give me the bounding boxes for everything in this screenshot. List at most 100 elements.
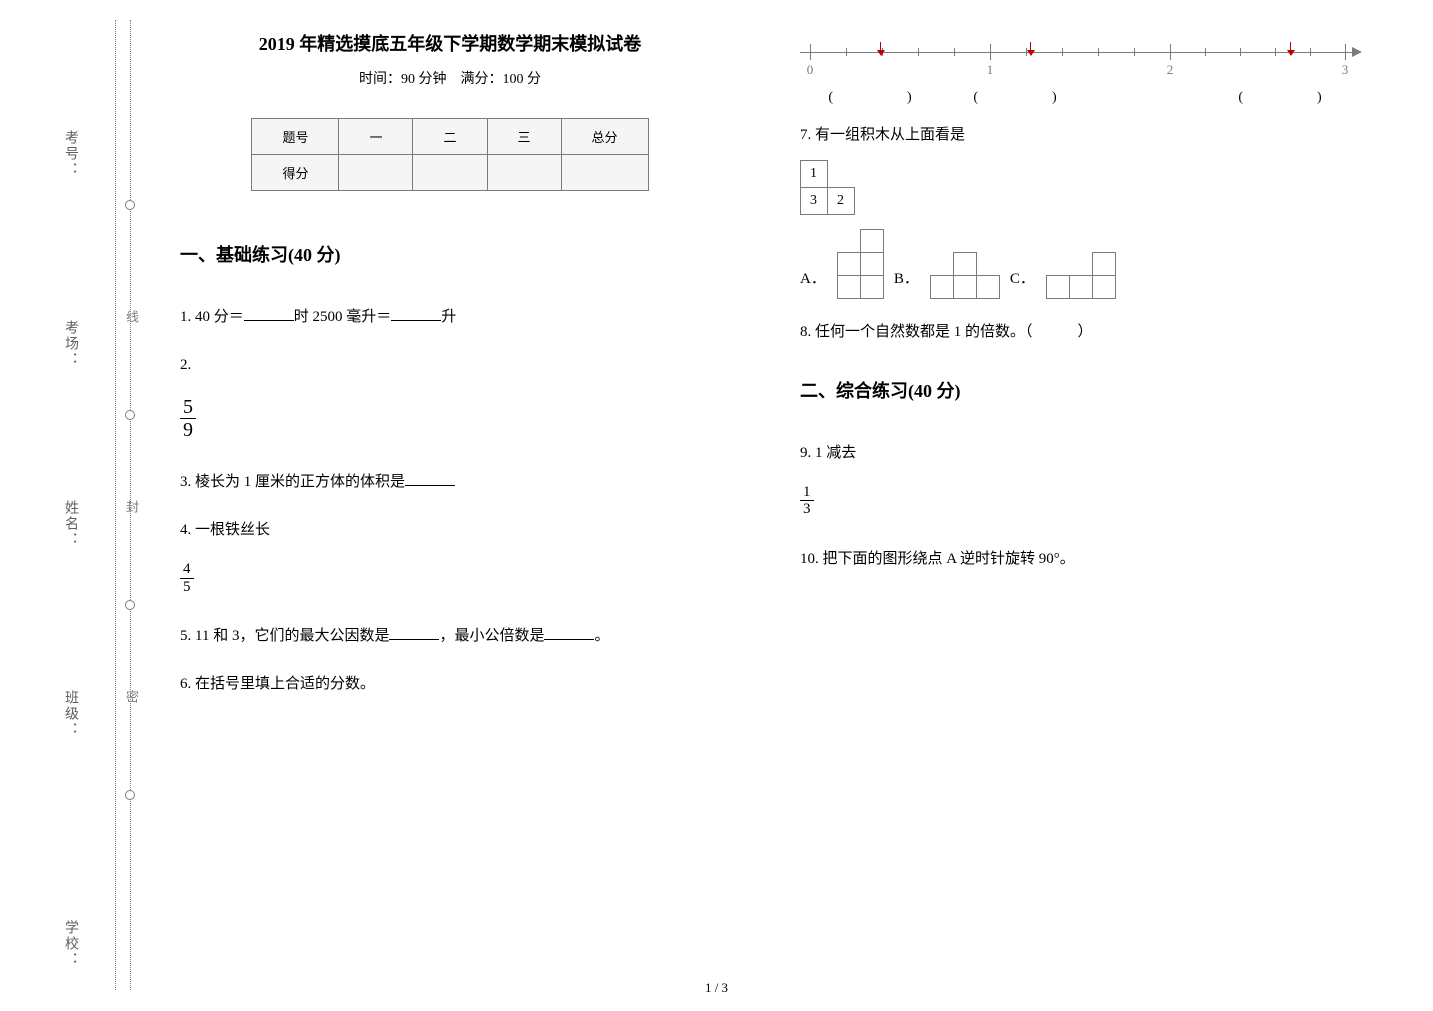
tick <box>1062 48 1063 56</box>
choice-label-a: A． <box>800 264 826 299</box>
binding-label: 班级： <box>60 690 80 738</box>
circle-marker <box>125 200 135 210</box>
blank <box>244 306 294 321</box>
table-row: 题号 一 二 三 总分 <box>252 119 648 155</box>
q5-text: 。 <box>594 628 609 644</box>
choices: A． B． C． <box>800 230 1340 299</box>
tick <box>954 48 955 56</box>
table-header: 题号 <box>252 119 339 155</box>
q1-text: 升 <box>441 309 456 325</box>
table-header: 二 <box>413 119 487 155</box>
table-cell <box>413 155 487 191</box>
table-cell <box>487 155 561 191</box>
fraction-numerator: 1 <box>800 484 814 502</box>
circle-marker <box>125 790 135 800</box>
right-column: 0 1 2 3 ( ) ( ) ( ) 7. 有一组积木从上面看是 1 3 <box>760 30 1360 980</box>
grid-cell: 1 <box>800 160 828 188</box>
binding-margin: 考号： 考场： 姓名： 班级： 学校： 线 封 密 <box>60 20 140 990</box>
fraction-numerator: 5 <box>180 396 196 419</box>
fraction-numerator: 4 <box>180 561 194 579</box>
tick <box>1205 48 1206 56</box>
page-number: 1 / 3 <box>705 980 728 996</box>
paren-blank: ( ) <box>973 86 1086 106</box>
circle-marker <box>125 410 135 420</box>
section-heading-1: 一、基础练习(40 分) <box>180 241 720 267</box>
table-cell <box>339 155 413 191</box>
number-line-label: 3 <box>1342 62 1349 78</box>
q8-text: 8. 任何一个自然数都是 1 的倍数。（ ） <box>800 324 1093 340</box>
tick <box>1098 48 1099 56</box>
grid-cell: 2 <box>827 187 855 215</box>
table-cell: 得分 <box>252 155 339 191</box>
arrow-right-icon <box>1352 47 1362 57</box>
binding-label: 考场： <box>60 320 80 368</box>
blank <box>405 471 455 486</box>
number-line-label: 2 <box>1167 62 1174 78</box>
tick <box>918 48 919 56</box>
choice-label-c: C． <box>1010 264 1035 299</box>
q10-text: 10. 把下面的图形绕点 A 逆时针旋转 90°。 <box>800 551 1075 567</box>
table-header: 总分 <box>561 119 648 155</box>
q1-text: 1. 40 分＝ <box>180 309 244 325</box>
blank <box>389 625 439 640</box>
tick <box>990 44 991 60</box>
table-header: 一 <box>339 119 413 155</box>
choice-label-b: B． <box>894 264 919 299</box>
tick <box>1310 48 1311 56</box>
page-content: 2019 年精选摸底五年级下学期数学期末模拟试卷 时间：90 分钟 满分：100… <box>160 30 1410 980</box>
binding-label: 姓名： <box>60 500 80 548</box>
question-5: 5. 11 和 3，它们的最大公因数是 ，最小公倍数是 。 <box>180 621 720 651</box>
seal-marker: 封 <box>122 500 141 513</box>
fraction: 1 3 <box>800 484 814 518</box>
paren-blank: ( ) <box>828 86 941 106</box>
question-3: 3. 棱长为 1 厘米的正方体的体积是 <box>180 467 720 497</box>
question-2: 2. 5 9 <box>180 350 720 449</box>
paren-blank: ( ) <box>1238 86 1351 106</box>
red-arrow-icon <box>1290 42 1291 52</box>
shape-b <box>931 253 1000 299</box>
table-row: 得分 <box>252 155 648 191</box>
score-table: 题号 一 二 三 总分 得分 <box>251 118 648 191</box>
fraction-denominator: 3 <box>800 501 814 518</box>
tick <box>1275 48 1276 56</box>
question-1: 1. 40 分＝ 时 2500 毫升＝ 升 <box>180 302 720 332</box>
q5-text: 5. 11 和 3，它们的最大公因数是 <box>180 628 389 644</box>
number-line: 0 1 2 3 ( ) ( ) ( ) <box>800 40 1360 100</box>
q2-text: 2. <box>180 357 191 373</box>
number-line-label: 1 <box>987 62 994 78</box>
tick <box>810 44 811 60</box>
top-view-grid: 1 3 2 <box>800 160 1340 215</box>
left-column: 2019 年精选摸底五年级下学期数学期末模拟试卷 时间：90 分钟 满分：100… <box>160 30 760 980</box>
binding-label: 考号： <box>60 130 80 178</box>
table-cell <box>561 155 648 191</box>
q1-text: 时 2500 毫升＝ <box>294 309 392 325</box>
shape-a <box>838 230 884 299</box>
q5-text: ，最小公倍数是 <box>439 628 544 644</box>
q3-text: 3. 棱长为 1 厘米的正方体的体积是 <box>180 474 405 490</box>
fraction-denominator: 5 <box>180 579 194 596</box>
circle-marker <box>125 600 135 610</box>
tick <box>1345 44 1346 60</box>
question-10: 10. 把下面的图形绕点 A 逆时针旋转 90°。 <box>800 544 1340 574</box>
tick <box>846 48 847 56</box>
q6-text: 6. 在括号里填上合适的分数。 <box>180 676 375 692</box>
red-arrow-icon <box>880 42 881 52</box>
question-4: 4. 一根铁丝长 4 5 <box>180 515 720 603</box>
dotted-line-outer <box>115 20 116 990</box>
number-line-label: 0 <box>807 62 814 78</box>
fraction: 5 9 <box>180 396 196 441</box>
tick <box>1170 44 1171 60</box>
q7-text: 7. 有一组积木从上面看是 <box>800 127 965 143</box>
question-8: 8. 任何一个自然数都是 1 的倍数。（ ） <box>800 317 1340 347</box>
question-7: 7. 有一组积木从上面看是 1 3 2 A． <box>800 120 1340 299</box>
tick <box>1134 48 1135 56</box>
seal-marker: 密 <box>122 690 141 703</box>
question-6: 6. 在括号里填上合适的分数。 <box>180 669 720 699</box>
seal-marker: 线 <box>122 310 141 323</box>
red-arrow-icon <box>1030 42 1031 52</box>
shape-c <box>1047 253 1116 299</box>
section-heading-2: 二、综合练习(40 分) <box>800 377 1340 403</box>
tick <box>1240 48 1241 56</box>
binding-label: 学校： <box>60 920 80 968</box>
exam-subtitle: 时间：90 分钟 满分：100 分 <box>180 68 720 88</box>
